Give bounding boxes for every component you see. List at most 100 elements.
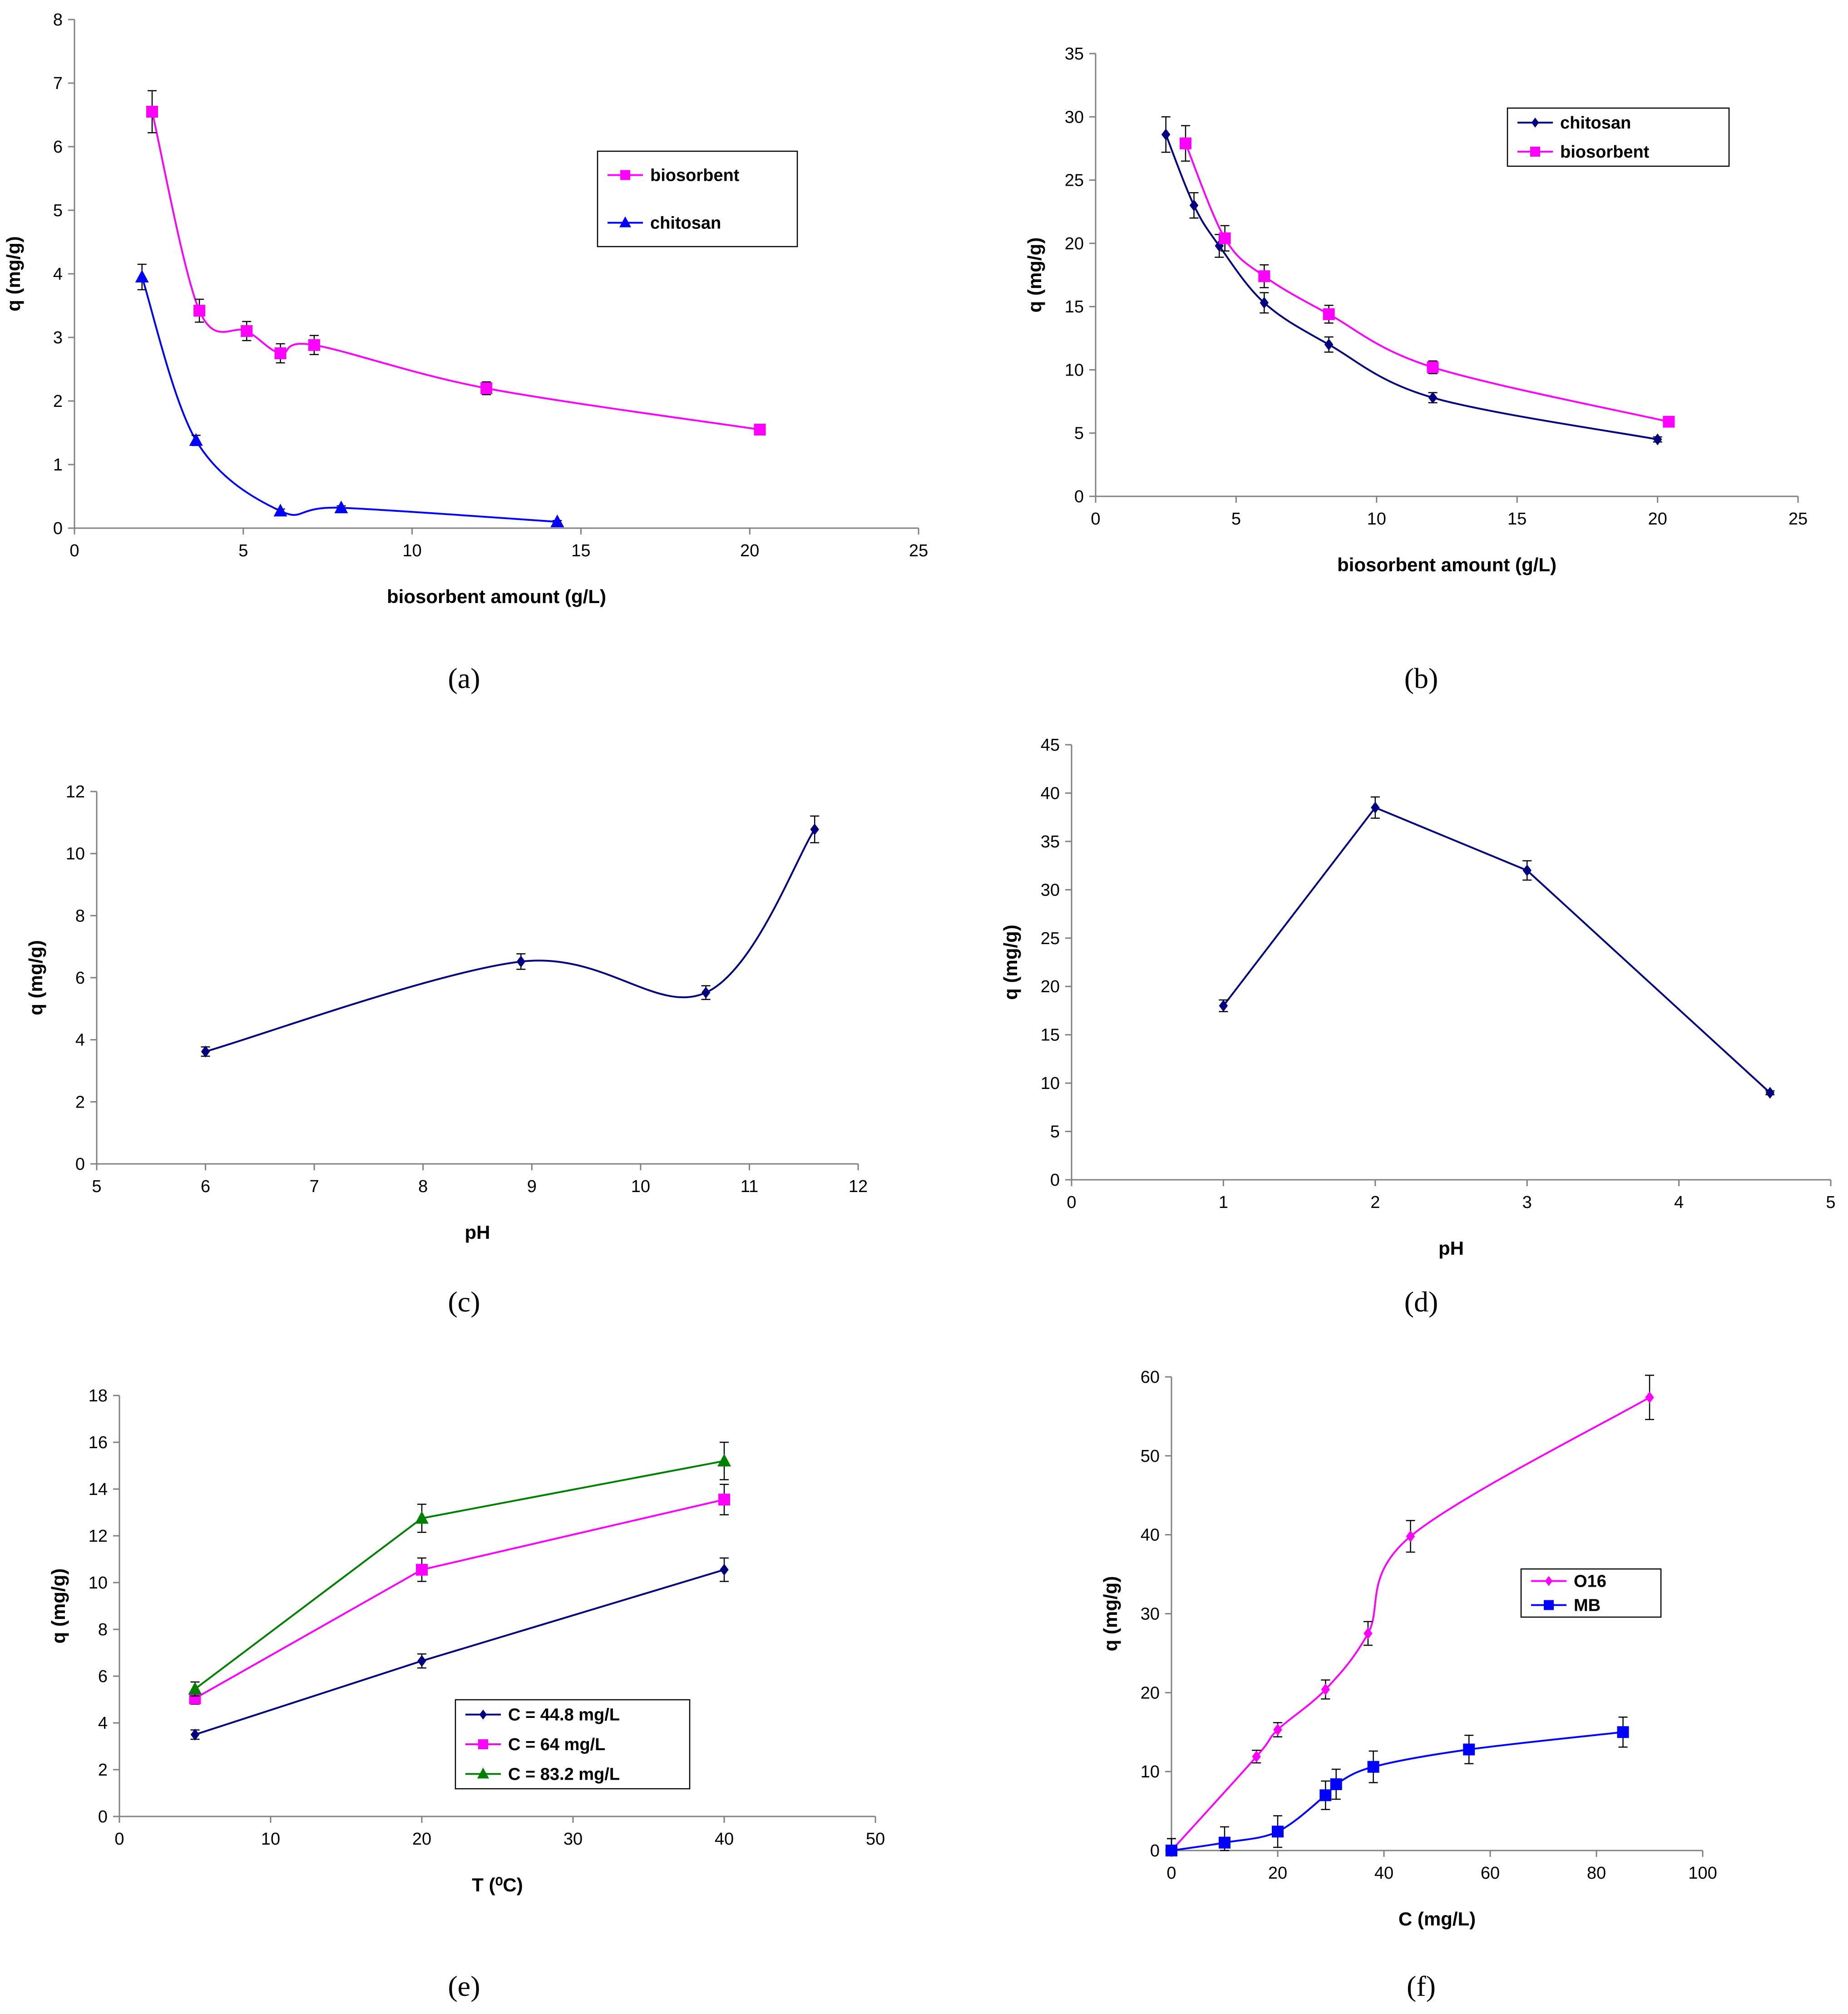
chart-panel-b: 0 5 10 15 20 25 30 35 0 5 10 15 20 25 biosorbent amoun… xyxy=(1024,45,1808,694)
data-point xyxy=(241,325,253,337)
legend-box xyxy=(1507,107,1730,167)
series-1 xyxy=(1180,125,1675,428)
data-point xyxy=(1663,416,1675,428)
series-2 xyxy=(188,1441,731,1697)
y-tick-label: 4 xyxy=(53,265,63,284)
data-point xyxy=(416,1564,428,1576)
data-point xyxy=(1645,1391,1654,1404)
data-point xyxy=(1406,1530,1415,1543)
x-tick-label: 5 xyxy=(92,1177,101,1196)
data-point xyxy=(1324,338,1334,351)
y-tick-label: 40 xyxy=(1141,1526,1160,1545)
data-point xyxy=(516,955,526,968)
data-point xyxy=(201,1045,210,1058)
x-axis-title: pH xyxy=(1438,1237,1464,1259)
series-line xyxy=(1165,134,1658,440)
data-point xyxy=(550,515,564,527)
panel-caption: (b) xyxy=(1404,662,1438,694)
series-0 xyxy=(1167,1375,1654,1856)
series-line xyxy=(1171,1731,1623,1851)
y-tick-label: 2 xyxy=(53,392,63,411)
y-tick-label: 10 xyxy=(1065,361,1084,380)
y-tick-label: 20 xyxy=(1041,977,1060,996)
x-axis-title: C (mg/L) xyxy=(1398,1908,1476,1930)
y-tick-label: 5 xyxy=(53,201,63,220)
data-point xyxy=(188,1682,202,1695)
y-tick-label: 40 xyxy=(1041,784,1060,803)
data-point xyxy=(480,382,493,394)
legend-label: chitosan xyxy=(1560,114,1631,133)
legend-label: MB xyxy=(1574,1596,1601,1615)
panel-caption: (f) xyxy=(1407,1970,1436,2002)
data-point xyxy=(1427,361,1439,373)
x-tick-label: 60 xyxy=(1481,1864,1500,1883)
y-tick-label: 3 xyxy=(53,328,63,347)
x-tick-label: 12 xyxy=(849,1177,868,1196)
legend-marker xyxy=(479,1709,487,1720)
chart-panel-e: 0 2 4 6 8 10 12 14 16 18 0 10 20 30 40 50 T (⁰C) q (mg/g)… xyxy=(48,1386,885,2002)
y-tick-label: 10 xyxy=(1041,1074,1060,1093)
x-tick-label: 6 xyxy=(201,1177,210,1196)
data-point xyxy=(415,1511,429,1524)
data-point xyxy=(1219,1000,1228,1012)
data-point xyxy=(1161,129,1171,141)
y-tick-label: 30 xyxy=(1141,1605,1160,1624)
x-tick-label: 100 xyxy=(1688,1864,1717,1883)
x-tick-label: 0 xyxy=(1067,1193,1076,1212)
y-tick-label: 30 xyxy=(1041,881,1060,900)
y-axis-title: q (mg/g) xyxy=(1000,925,1021,1000)
y-tick-label: 0 xyxy=(98,1807,108,1826)
data-point xyxy=(1367,1761,1379,1773)
y-tick-label: 0 xyxy=(1074,487,1084,506)
y-axis-title: q (mg/g) xyxy=(25,940,46,1015)
panel-caption: (e) xyxy=(448,1970,480,2002)
x-tick-label: 0 xyxy=(114,1830,124,1849)
y-tick-label: 0 xyxy=(75,1155,85,1174)
data-point xyxy=(1273,1724,1282,1736)
y-tick-label: 7 xyxy=(53,74,63,93)
data-point xyxy=(1252,1751,1261,1763)
y-tick-label: 30 xyxy=(1065,108,1084,127)
panel-caption: (c) xyxy=(448,1286,480,1318)
y-tick-label: 12 xyxy=(66,782,85,802)
data-point xyxy=(193,305,206,317)
data-point xyxy=(1428,391,1438,404)
series-line xyxy=(1185,143,1669,423)
x-tick-label: 1 xyxy=(1219,1193,1228,1212)
x-tick-label: 20 xyxy=(1648,510,1667,529)
data-point xyxy=(717,1454,731,1467)
data-point xyxy=(1330,1778,1342,1790)
x-tick-label: 5 xyxy=(238,541,248,560)
data-point xyxy=(754,424,766,435)
y-tick-label: 50 xyxy=(1141,1447,1160,1466)
y-axis-title: q (mg/g) xyxy=(3,236,24,312)
x-tick-label: 30 xyxy=(563,1830,583,1849)
y-tick-label: 6 xyxy=(75,969,85,988)
y-tick-label: 1 xyxy=(53,455,63,475)
y-tick-label: 14 xyxy=(89,1480,108,1499)
series-0 xyxy=(190,1557,729,1741)
chart-panel-f: 0 10 20 30 40 50 60 0 20 40 60 80 100 C (mg/L) q (mg/g… xyxy=(1100,1368,1717,2002)
series-line xyxy=(205,829,815,1053)
y-axis-title: q (mg/g) xyxy=(1024,238,1045,313)
legend-marker xyxy=(1545,1576,1553,1586)
y-tick-label: 12 xyxy=(89,1527,108,1546)
series-1 xyxy=(135,263,564,527)
y-tick-label: 10 xyxy=(66,845,85,864)
data-point xyxy=(274,347,287,359)
data-point xyxy=(146,106,158,118)
x-tick-label: 50 xyxy=(866,1830,885,1849)
y-tick-label: 35 xyxy=(1065,45,1084,64)
y-tick-label: 5 xyxy=(1050,1123,1060,1142)
y-tick-label: 60 xyxy=(1141,1368,1160,1387)
series-0 xyxy=(1161,116,1662,445)
legend-marker xyxy=(477,1767,489,1779)
x-tick-label: 8 xyxy=(418,1177,428,1196)
x-tick-label: 5 xyxy=(1826,1193,1835,1212)
x-tick-label: 0 xyxy=(1166,1864,1176,1883)
y-tick-label: 6 xyxy=(53,138,63,157)
x-tick-label: 4 xyxy=(1674,1193,1684,1212)
panel-caption: (d) xyxy=(1404,1286,1438,1318)
